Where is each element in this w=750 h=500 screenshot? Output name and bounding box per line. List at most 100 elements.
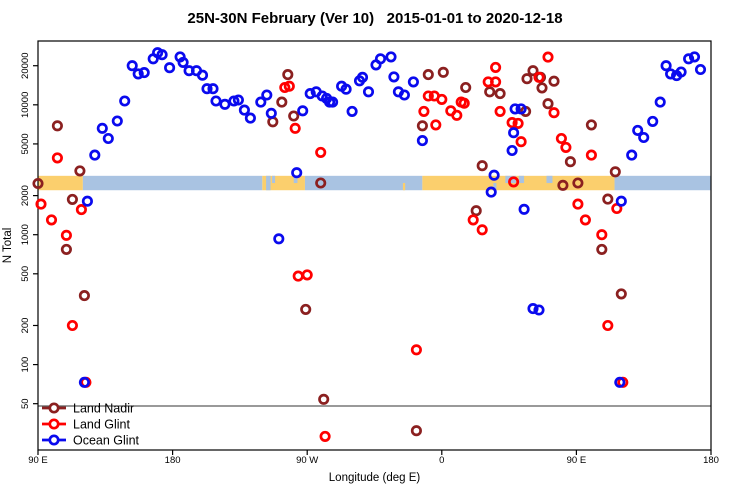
plot-border: [37, 40, 712, 451]
point-land-glint: [422, 90, 434, 102]
point-ocean-glint: [291, 167, 303, 179]
point-land-glint: [60, 229, 72, 241]
point-ocean-glint: [261, 89, 273, 101]
map-strip-ocean-patch: [293, 175, 298, 184]
point-ocean-glint: [362, 86, 375, 98]
point-land-glint: [476, 224, 488, 236]
y-tick-label: 1000: [20, 224, 31, 245]
point-ocean-glint: [683, 53, 695, 65]
point-ocean-glint: [132, 68, 144, 80]
point-ocean-glint: [238, 104, 250, 116]
point-ocean-glint: [164, 62, 176, 74]
point-land-nadir: [596, 243, 608, 255]
point-ocean-glint: [407, 76, 419, 88]
legend-marker: [48, 402, 60, 414]
point-ocean-glint: [327, 96, 339, 108]
y-tick-label: 20000: [20, 53, 31, 79]
point-land-nadir: [542, 98, 554, 110]
point-ocean-glint: [78, 376, 90, 388]
point-land-nadir: [527, 65, 539, 77]
point-ocean-glint: [485, 186, 497, 198]
point-land-glint: [35, 198, 47, 210]
point-land-glint: [585, 149, 597, 161]
point-land-glint: [289, 122, 301, 134]
point-land-nadir: [410, 425, 422, 437]
point-land-nadir: [585, 119, 597, 131]
point-ocean-glint: [615, 195, 627, 207]
point-land-nadir: [300, 303, 312, 315]
x-tick-label: 180: [165, 455, 181, 466]
point-land-glint: [542, 51, 554, 63]
map-strip-ocean-segment: [304, 175, 423, 191]
point-land-nadir: [572, 177, 584, 189]
point-land-glint: [283, 80, 295, 92]
point-ocean-glint: [385, 51, 397, 63]
point-land-nadir: [548, 75, 560, 87]
point-land-nadir: [288, 110, 300, 122]
point-land-glint: [66, 319, 78, 332]
point-ocean-glint: [304, 88, 316, 100]
point-ocean-glint: [533, 304, 545, 316]
point-land-nadir: [521, 73, 533, 85]
point-land-nadir: [78, 290, 90, 302]
point-ocean-glint: [265, 107, 277, 119]
point-land-glint: [45, 214, 58, 226]
point-land-nadir: [484, 86, 496, 98]
point-ocean-glint: [255, 96, 267, 108]
x-axis-title: Longitude (deg E): [329, 472, 421, 484]
point-land-glint: [508, 176, 520, 188]
point-land-glint: [490, 61, 502, 73]
point-land-glint: [572, 198, 584, 210]
point-land-glint: [410, 344, 422, 356]
point-ocean-glint: [632, 124, 644, 136]
x-tick-label: 180: [703, 455, 719, 466]
map-strip-land-patch: [402, 183, 406, 191]
point-ocean-glint: [388, 71, 400, 83]
x-tick-label: 90 W: [296, 455, 318, 466]
point-land-nadir: [74, 165, 86, 177]
point-land-nadir: [557, 179, 569, 191]
point-ocean-glint: [398, 89, 410, 101]
point-land-nadir: [60, 243, 72, 255]
point-ocean-glint: [508, 127, 520, 139]
point-ocean-glint: [626, 149, 638, 161]
point-land-nadir: [609, 166, 621, 178]
point-land-glint: [548, 107, 560, 119]
point-ocean-glint: [654, 96, 666, 108]
point-land-nadir: [494, 88, 506, 100]
point-ocean-glint: [177, 56, 189, 68]
point-land-nadir: [422, 69, 434, 81]
point-land-glint: [292, 270, 304, 282]
map-strip-ocean-patch: [493, 183, 497, 191]
point-land-glint: [494, 105, 506, 117]
point-land-glint: [51, 152, 63, 164]
point-land-nadir: [282, 69, 294, 81]
y-tick-label: 200: [20, 318, 31, 334]
point-ocean-glint: [374, 53, 387, 65]
point-ocean-glint: [660, 60, 672, 72]
point-land-nadir: [602, 193, 614, 205]
point-ocean-glint: [509, 103, 521, 115]
point-land-nadir: [318, 393, 330, 405]
point-ocean-glint: [515, 103, 527, 115]
point-land-glint: [436, 93, 448, 105]
point-ocean-glint: [518, 203, 530, 215]
legend-marker: [48, 418, 60, 430]
point-land-nadir: [476, 160, 488, 172]
point-land-nadir: [470, 205, 482, 217]
point-ocean-glint: [527, 303, 539, 315]
point-ocean-glint: [81, 195, 93, 207]
point-land-nadir: [437, 66, 449, 78]
point-land-nadir: [615, 288, 627, 300]
point-ocean-glint: [156, 49, 168, 61]
point-ocean-glint: [244, 112, 256, 124]
point-ocean-glint: [210, 95, 222, 107]
point-land-glint: [418, 105, 430, 117]
map-strip-land-segment: [38, 175, 83, 191]
point-land-glint: [430, 119, 442, 131]
point-land-nadir: [51, 120, 63, 132]
point-ocean-glint: [506, 144, 518, 157]
map-strip-ocean-segment: [614, 175, 711, 191]
point-ocean-glint: [638, 131, 650, 144]
x-tick-label: 90 E: [28, 455, 48, 466]
